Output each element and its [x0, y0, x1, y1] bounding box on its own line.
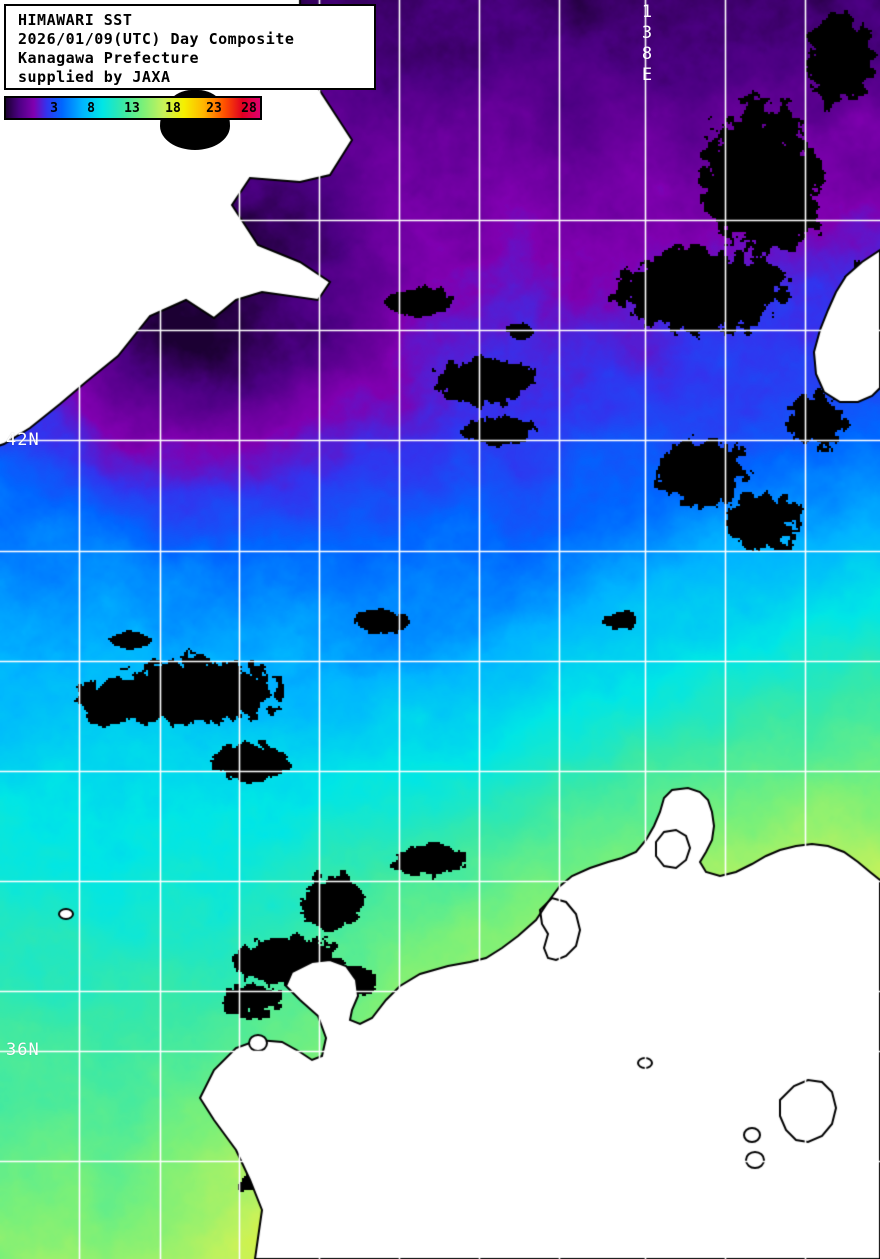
lat-label-36n: 36N — [6, 1040, 40, 1060]
colorbar-tick-3: 3 — [50, 101, 58, 116]
colorbar-tick-8: 8 — [87, 101, 95, 116]
colorbar-tick-13: 13 — [124, 101, 140, 116]
colorbar-tick-28: 28 — [241, 101, 257, 116]
lat-label-42n: 42N — [6, 430, 40, 450]
title-line-product: HIMAWARI SST — [18, 11, 133, 29]
colorbar-tick-18: 18 — [165, 101, 181, 116]
title-line-region: Kanagawa Prefecture — [18, 49, 200, 67]
colorbar-gradient — [6, 98, 260, 118]
title-box: HIMAWARI SST 2026/01/09(UTC) Day Composi… — [4, 4, 376, 90]
colorbar: 3 8 13 18 23 28 — [4, 96, 262, 120]
title-line-source: supplied by JAXA — [18, 68, 171, 86]
colorbar-tick-23: 23 — [206, 101, 222, 116]
title-line-datetime: 2026/01/09(UTC) Day Composite — [18, 30, 295, 48]
lon-label-138e: 138E — [637, 2, 657, 86]
